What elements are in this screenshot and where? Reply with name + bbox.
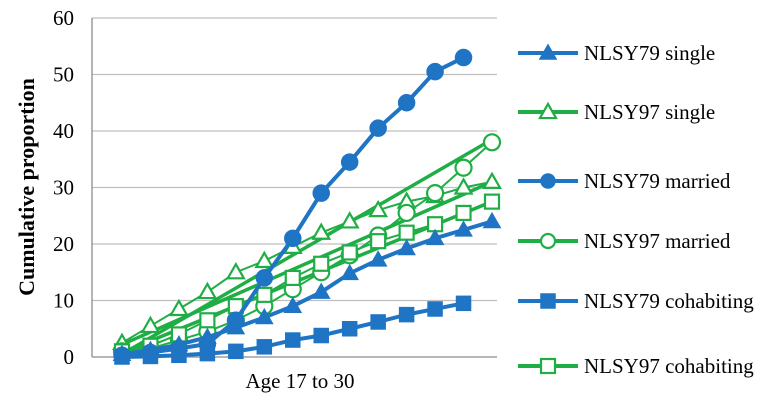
legend-item: NLSY79 cohabiting bbox=[518, 289, 754, 313]
data-point bbox=[368, 250, 388, 267]
legend-marker bbox=[538, 43, 558, 60]
series-layer bbox=[112, 48, 502, 365]
data-point bbox=[455, 295, 472, 312]
legend-label: NLSY79 cohabiting bbox=[584, 289, 754, 313]
y-tick-labels: 0 10 20 30 40 50 60 bbox=[53, 6, 74, 369]
data-point bbox=[339, 211, 360, 229]
data-point bbox=[341, 321, 358, 337]
data-point bbox=[340, 153, 359, 171]
gridlines bbox=[92, 17, 497, 302]
legend-marker bbox=[538, 101, 558, 120]
legend-label: NLSY79 single bbox=[584, 41, 715, 65]
y-tick-label: 60 bbox=[53, 6, 74, 30]
y-tick-label: 50 bbox=[53, 63, 74, 87]
y-tick-label: 40 bbox=[53, 119, 74, 143]
data-point bbox=[313, 255, 330, 272]
legend-item: NLSY79 single bbox=[518, 41, 715, 65]
data-point bbox=[425, 184, 445, 203]
data-point bbox=[454, 48, 473, 67]
data-point bbox=[284, 269, 301, 286]
legend-label: NLSY97 single bbox=[584, 100, 715, 124]
legend-marker bbox=[540, 173, 556, 189]
data-point bbox=[113, 346, 131, 365]
data-point bbox=[398, 306, 415, 323]
data-point bbox=[311, 222, 332, 240]
legend-marker bbox=[539, 357, 557, 375]
y-tick-label: 30 bbox=[53, 176, 74, 200]
data-point bbox=[454, 158, 473, 177]
y-tick-label: 20 bbox=[53, 232, 74, 256]
data-point bbox=[368, 199, 389, 218]
data-point bbox=[254, 250, 275, 269]
data-point bbox=[168, 298, 189, 317]
legend-item: NLSY97 married bbox=[518, 229, 731, 253]
y-tick-label: 10 bbox=[53, 289, 74, 313]
data-point bbox=[398, 224, 415, 241]
data-point bbox=[225, 261, 246, 280]
data-point bbox=[199, 312, 216, 329]
data-point bbox=[397, 94, 416, 112]
data-point bbox=[141, 343, 160, 362]
data-point bbox=[256, 286, 273, 303]
data-point bbox=[228, 343, 244, 360]
data-point bbox=[482, 211, 502, 229]
data-point bbox=[455, 204, 472, 222]
data-point bbox=[255, 269, 274, 287]
data-point bbox=[198, 335, 217, 353]
data-point bbox=[483, 193, 501, 210]
series-2 bbox=[113, 48, 473, 365]
data-point bbox=[341, 244, 358, 261]
legend-item: NLSY97 single bbox=[518, 100, 715, 124]
y-axis-label: Cumulative proportion bbox=[14, 78, 39, 296]
data-point bbox=[454, 220, 473, 237]
y-tick-label: 0 bbox=[64, 345, 75, 369]
data-point bbox=[370, 314, 386, 330]
x-axis-label: Age 17 to 30 bbox=[245, 369, 354, 393]
series-trendline-3 bbox=[120, 137, 494, 356]
data-point bbox=[312, 184, 330, 202]
data-point bbox=[256, 339, 273, 355]
data-point bbox=[482, 133, 502, 152]
data-point bbox=[227, 311, 245, 330]
legend-label: NLSY79 married bbox=[584, 169, 731, 193]
legend-label: NLSY97 cohabiting bbox=[584, 354, 754, 378]
data-point bbox=[340, 263, 360, 281]
legend-marker bbox=[539, 232, 557, 250]
data-point bbox=[311, 282, 331, 299]
data-point bbox=[197, 281, 218, 300]
data-point bbox=[313, 327, 329, 344]
data-point bbox=[285, 332, 301, 348]
legend: NLSY79 single NLSY97 single NLSY79 married… bbox=[518, 41, 754, 378]
data-point bbox=[426, 62, 444, 81]
legend-item: NLSY97 cohabiting bbox=[518, 354, 754, 378]
data-point bbox=[284, 229, 302, 248]
data-point bbox=[482, 171, 502, 189]
data-point bbox=[397, 238, 416, 256]
data-point bbox=[453, 177, 474, 195]
data-point bbox=[397, 203, 416, 223]
data-point bbox=[283, 296, 303, 313]
data-point bbox=[425, 228, 445, 246]
legend-marker bbox=[540, 293, 556, 309]
data-point bbox=[370, 233, 387, 250]
data-point bbox=[170, 339, 188, 358]
legend-label: NLSY97 married bbox=[584, 229, 731, 253]
data-point bbox=[140, 315, 161, 334]
data-point bbox=[427, 301, 443, 317]
data-point bbox=[254, 307, 274, 325]
data-point bbox=[369, 119, 387, 137]
legend-item: NLSY79 married bbox=[518, 169, 731, 193]
